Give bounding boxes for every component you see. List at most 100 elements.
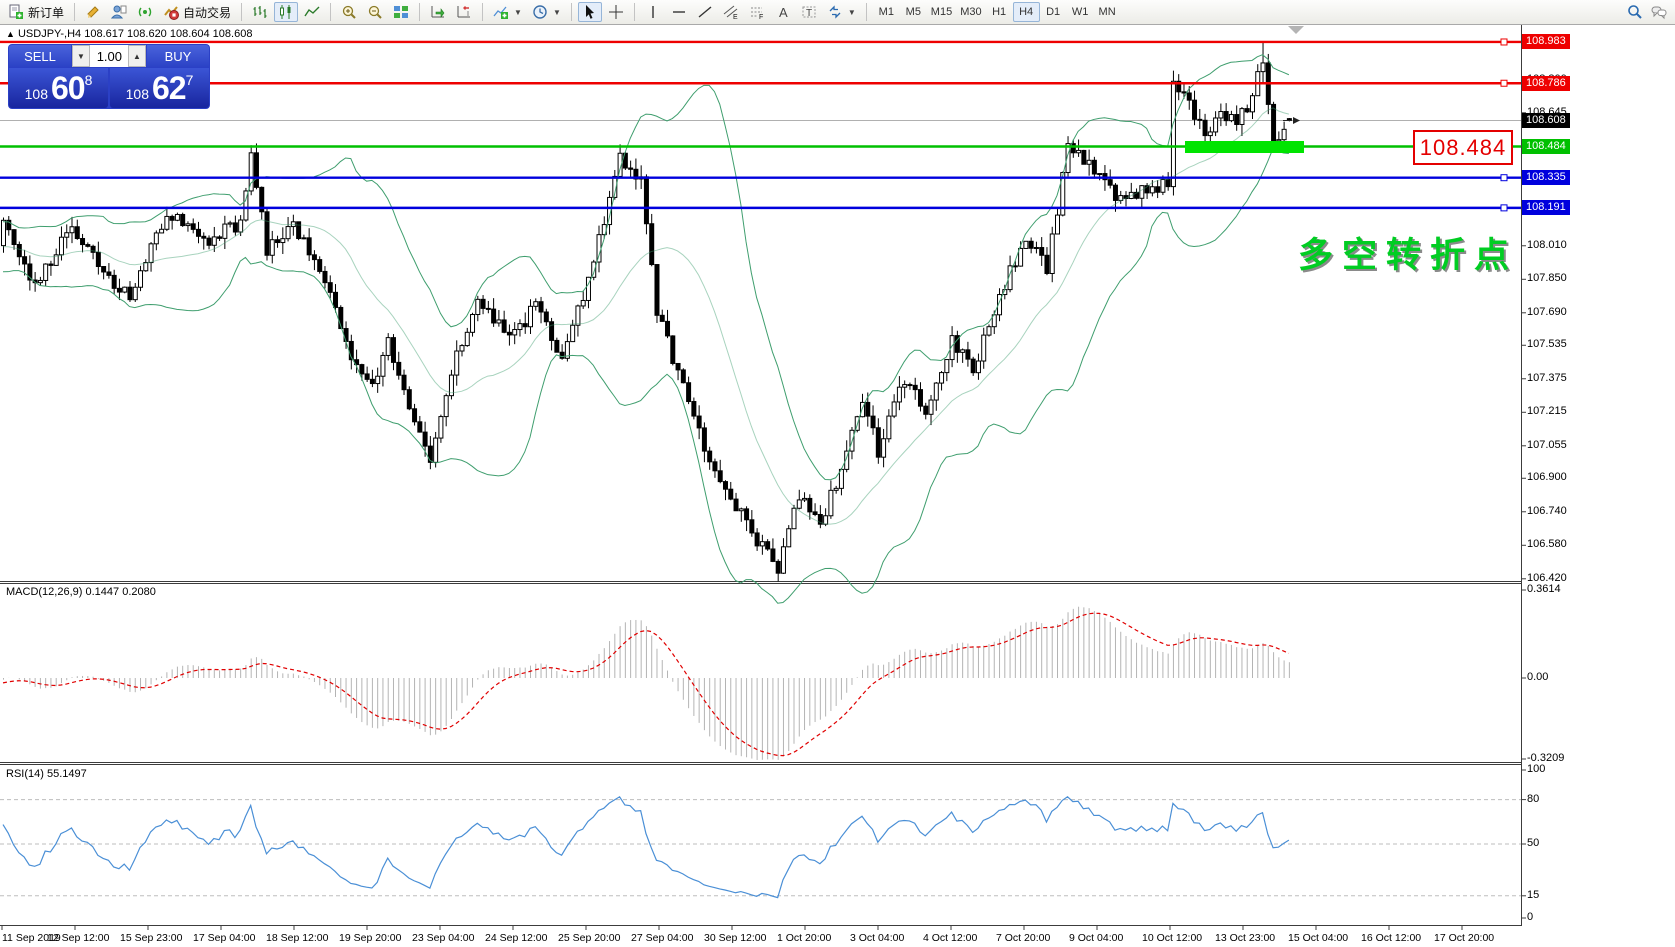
- profiles-button[interactable]: [107, 2, 131, 22]
- chart-shift-button[interactable]: [452, 2, 476, 22]
- volume-up-button[interactable]: ▲: [128, 45, 146, 67]
- signals-icon: [138, 7, 152, 17]
- price-tick-label: 106.420: [1527, 571, 1567, 584]
- tile-windows-icon: [394, 6, 409, 18]
- dropdown-caret-icon: ▼: [514, 7, 522, 17]
- tf-button-H1[interactable]: H1: [992, 6, 1007, 18]
- chat-icon: [1651, 6, 1667, 20]
- chart-shift-icon: [457, 6, 471, 18]
- price-tick-label: 107.375: [1527, 371, 1567, 384]
- time-axis-label: 9 Oct 04:00: [1069, 932, 1124, 944]
- autotrading-button[interactable]: 自动交易: [159, 2, 235, 22]
- trendline-tool[interactable]: [693, 2, 717, 22]
- volume-down-button[interactable]: ▼: [72, 45, 90, 67]
- collapse-arrow-icon[interactable]: ▲: [6, 29, 15, 39]
- tf-button-M30[interactable]: M30: [960, 6, 982, 18]
- separator: [74, 3, 76, 21]
- zoom-out-button[interactable]: [363, 2, 387, 22]
- sell-price-button[interactable]: 108 60 8: [9, 68, 108, 108]
- dropdown-caret-icon: ▼: [552, 7, 561, 17]
- zoom-in-icon: [342, 5, 356, 19]
- crosshair-tool-button[interactable]: [604, 2, 628, 22]
- time-axis-label: 4 Oct 12:00: [923, 932, 978, 944]
- arrows-icon: [829, 5, 841, 19]
- volume-input[interactable]: 1.00: [96, 48, 122, 64]
- rsi-name: RSI(14): [6, 768, 44, 780]
- time-axis-label: 7 Oct 20:00: [996, 932, 1051, 944]
- channel-tool[interactable]: E: [719, 2, 743, 22]
- highlight-rectangle: [1185, 140, 1304, 153]
- text-label-tool[interactable]: T: [797, 2, 821, 22]
- tf-button-H4[interactable]: H4: [1012, 2, 1040, 22]
- tf-button-W1[interactable]: W1: [1071, 6, 1089, 18]
- new-order-label: 新订单: [28, 5, 65, 20]
- fibonacci-tool[interactable]: F: [745, 2, 769, 22]
- shapes-tool[interactable]: ▼: [823, 2, 860, 22]
- separator: [633, 3, 635, 21]
- chat-button[interactable]: [1647, 2, 1671, 22]
- macd-value-signal: 0.2080: [122, 586, 156, 598]
- time-axis-label: 30 Sep 12:00: [704, 932, 767, 944]
- symbol-period-label: USDJPY-,H4: [17, 28, 82, 40]
- trendline-icon: [698, 6, 712, 18]
- time-axis-label: 15 Oct 04:00: [1288, 932, 1349, 944]
- autotrading-icon: [164, 6, 180, 20]
- zoom-in-button[interactable]: [337, 2, 361, 22]
- signals-button[interactable]: [133, 2, 157, 22]
- tf-button-M5[interactable]: M5: [905, 6, 921, 18]
- indicators-button[interactable]: ▼: [489, 2, 526, 22]
- search-button[interactable]: [1623, 2, 1647, 22]
- rsi-tick-label: 50: [1527, 837, 1540, 849]
- bar-chart-button[interactable]: [248, 2, 272, 22]
- cursor-icon: [585, 5, 594, 19]
- horizontal-line-tool[interactable]: [667, 2, 691, 22]
- time-axis-label: 25 Sep 20:00: [558, 932, 621, 944]
- macd-name: MACD(12,26,9): [6, 586, 83, 598]
- tile-windows-button[interactable]: [389, 2, 413, 22]
- styler-button[interactable]: [81, 2, 105, 22]
- sell-price-prefix: 108: [24, 86, 48, 102]
- separator: [570, 3, 572, 21]
- sell-button[interactable]: SELL: [9, 45, 71, 67]
- periods-button[interactable]: ▼: [528, 2, 565, 22]
- auto-scroll-button[interactable]: [426, 2, 450, 22]
- buy-price-prefix: 108: [125, 86, 149, 102]
- separator: [419, 3, 421, 21]
- price-tick-label: 107.215: [1527, 405, 1567, 418]
- line-chart-icon: [304, 6, 320, 17]
- tf-button-M1[interactable]: M1: [878, 6, 894, 18]
- separator: [330, 3, 332, 21]
- rsi-value: 55.1497: [46, 768, 87, 780]
- rsi-tick-label: 100: [1527, 763, 1546, 775]
- tf-button-D1[interactable]: D1: [1046, 6, 1061, 18]
- price-note-box[interactable]: 108.484: [1413, 130, 1513, 165]
- profiles-icon: [111, 5, 127, 19]
- candlestick-chart-icon: [280, 5, 291, 19]
- channel-icon: E: [723, 5, 738, 20]
- cursor-tool-button[interactable]: [577, 2, 602, 22]
- fibonacci-icon: F: [750, 7, 763, 20]
- tf-button-M15[interactable]: M15: [930, 6, 953, 18]
- candlestick-chart-button[interactable]: [274, 2, 299, 22]
- tf-button-MN[interactable]: MN: [1098, 6, 1116, 18]
- price-tick-label: 106.580: [1527, 538, 1567, 551]
- new-order-button[interactable]: 新订单: [4, 2, 68, 22]
- macd-tick-label: -0.3209: [1527, 752, 1565, 764]
- search-icon: [1628, 5, 1642, 19]
- volume-control: ▼ 1.00 ▲: [72, 45, 146, 67]
- buy-button[interactable]: BUY: [147, 45, 209, 67]
- price-tick-label: 107.535: [1527, 338, 1567, 351]
- chart-shift-marker: [1288, 26, 1304, 34]
- vertical-line-tool[interactable]: [641, 2, 665, 22]
- buy-price-button[interactable]: 108 62 7: [110, 68, 209, 108]
- price-tick-label: 107.690: [1527, 305, 1567, 318]
- time-axis-label: 24 Sep 12:00: [485, 932, 548, 944]
- svg-text:E: E: [733, 14, 738, 20]
- text-tool[interactable]: A: [771, 2, 795, 22]
- separator: [865, 3, 867, 21]
- crosshair-icon: [608, 5, 623, 19]
- turning-point-note[interactable]: 多空转折点: [1298, 236, 1519, 275]
- line-chart-button[interactable]: [300, 2, 324, 22]
